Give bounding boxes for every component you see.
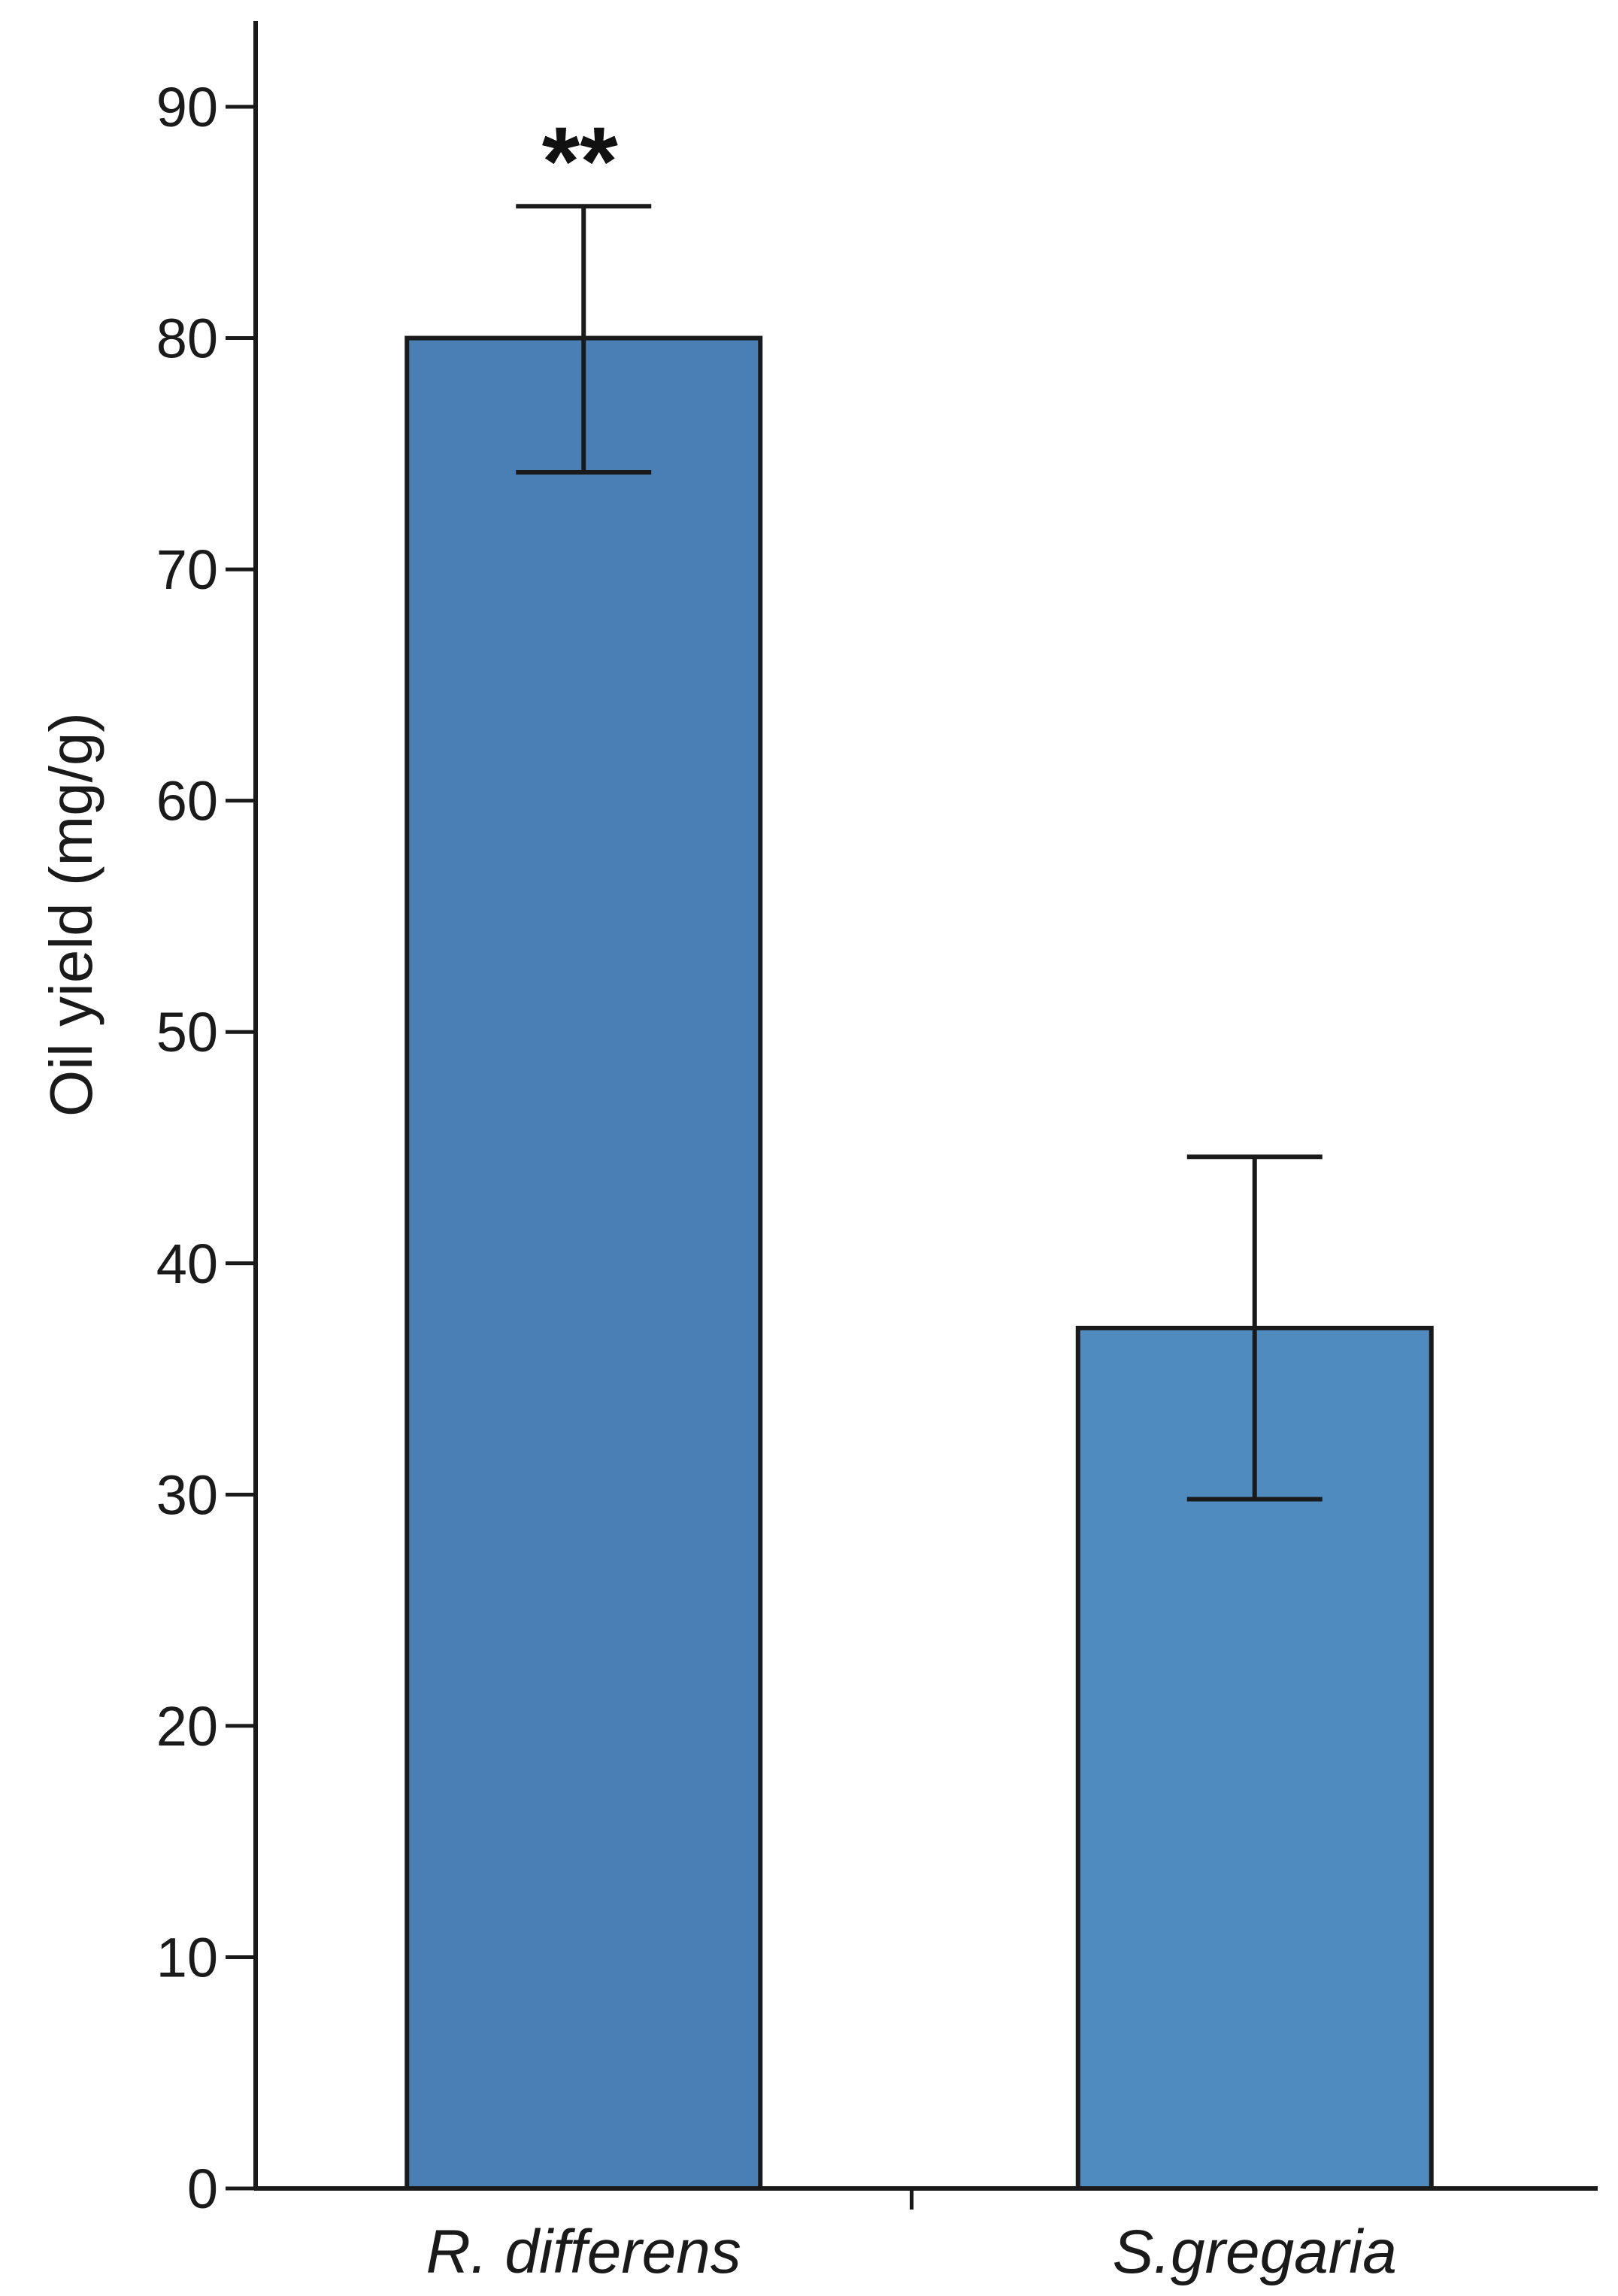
y-tick-label: 40 <box>156 1233 218 1295</box>
y-tick-label: 70 <box>156 538 218 601</box>
x-category-label: S.gregaria <box>1113 2218 1397 2286</box>
y-tick-label: 30 <box>156 1463 218 1526</box>
labels: ** R. differens S.gregaria <box>426 106 1397 2286</box>
error-bars <box>516 204 1323 1502</box>
y-tick-label: 90 <box>156 76 218 138</box>
x-axis <box>254 2186 1598 2210</box>
y-axis-title: Oil yield (mg/g) <box>38 712 105 1117</box>
y-tick-label: 50 <box>156 1001 218 1063</box>
bar <box>404 335 763 2191</box>
y-tick-label: 0 <box>187 2158 218 2220</box>
y-tick-label: 10 <box>156 1926 218 1988</box>
y-tick-label: 20 <box>156 1695 218 1758</box>
x-category-label: R. differens <box>426 2218 741 2286</box>
y-axis: 0 10 20 30 40 50 60 70 80 90 <box>156 21 258 2220</box>
y-tick-label: 80 <box>156 308 218 370</box>
y-tick-label: 60 <box>156 770 218 833</box>
bars <box>404 335 1434 2191</box>
significance-label: ** <box>542 106 619 216</box>
